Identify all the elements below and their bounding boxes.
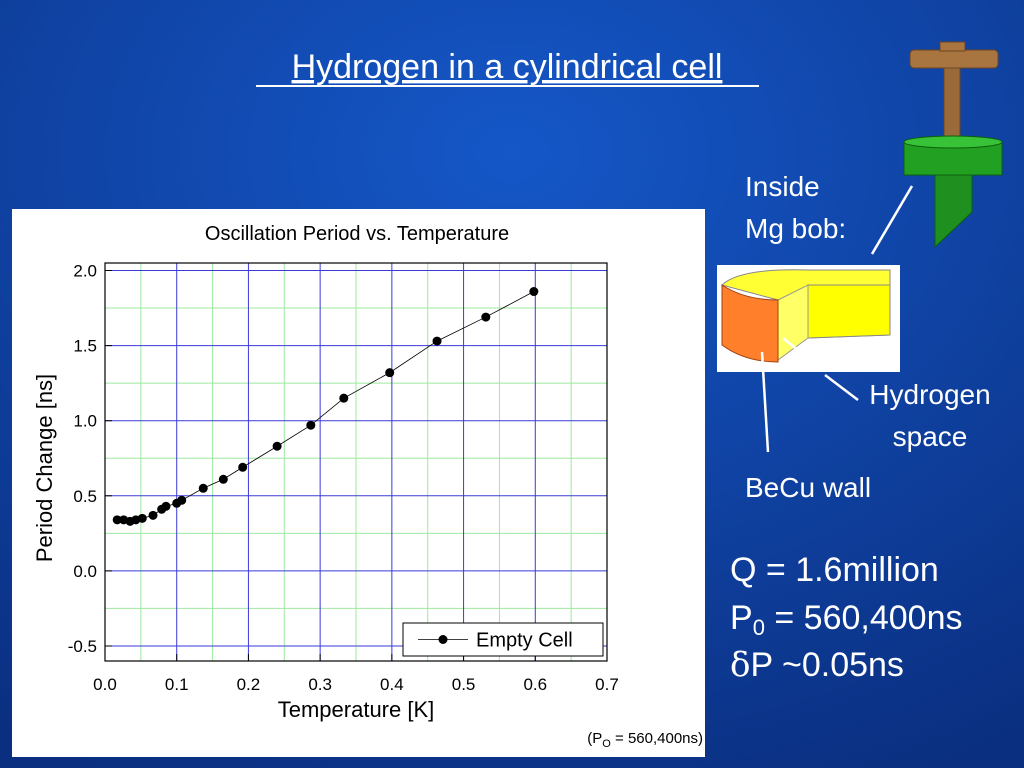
data-point bbox=[148, 510, 158, 520]
param-dp: δP ~0.05ns bbox=[730, 645, 904, 685]
y-tick-label: 1.0 bbox=[73, 412, 97, 431]
x-tick-label: 0.2 bbox=[237, 675, 261, 694]
x-tick-label: 0.6 bbox=[523, 675, 547, 694]
data-point bbox=[385, 368, 395, 378]
data-point bbox=[161, 501, 171, 511]
param-p0: P0 = 560,400ns bbox=[730, 599, 963, 640]
chart-panel bbox=[12, 209, 705, 757]
label-hydrogen: Hydrogen bbox=[869, 379, 990, 410]
chart: 0.0 0.1 0.2 0.3 0.4 0.5 0.6 0.7 -0.5 0.0 0.5 1.0 1.5… bbox=[68, 262, 619, 694]
data-point bbox=[218, 474, 228, 484]
x-tick-label: 0.5 bbox=[452, 675, 476, 694]
arrow bbox=[782, 337, 801, 353]
x-tick-label: 0.7 bbox=[595, 675, 619, 694]
arrow bbox=[760, 351, 770, 453]
y-tick-label: 0.5 bbox=[73, 487, 97, 506]
x-tick-label: 0.4 bbox=[380, 675, 404, 694]
data-point bbox=[529, 287, 539, 297]
x-axis-label: Temperature [K] bbox=[278, 697, 435, 722]
y-tick-label: 2.0 bbox=[73, 262, 97, 281]
data-point bbox=[238, 462, 248, 472]
cylinder-illustration bbox=[717, 265, 900, 372]
slide-title: Hydrogen in a cylindrical cell bbox=[292, 48, 723, 86]
data-point bbox=[432, 336, 442, 346]
data-point bbox=[112, 515, 122, 525]
x-tick-label: 0.3 bbox=[308, 675, 332, 694]
arrow bbox=[870, 185, 914, 255]
y-tick-label: -0.5 bbox=[68, 637, 97, 656]
label-hydrogen: space bbox=[893, 421, 968, 452]
label-becu: BeCu wall bbox=[745, 472, 871, 503]
arrow bbox=[824, 374, 859, 401]
plot-frame bbox=[104, 262, 608, 662]
x-tick-label: 0.0 bbox=[93, 675, 117, 694]
y-axis-label: Period Change [ns] bbox=[32, 374, 57, 562]
data-point bbox=[481, 312, 491, 322]
label-inside: Inside bbox=[745, 171, 820, 202]
data-point bbox=[306, 420, 316, 430]
data-point bbox=[198, 483, 208, 493]
data-point bbox=[339, 393, 349, 403]
param-q: Q = 1.6million bbox=[730, 551, 939, 589]
label-inside: Mg bob: bbox=[745, 213, 846, 244]
y-tick-label: 1.5 bbox=[73, 337, 97, 356]
y-tick-label: 0.0 bbox=[73, 562, 97, 581]
data-point bbox=[272, 441, 282, 451]
data-point bbox=[137, 513, 147, 523]
legend-marker bbox=[438, 635, 448, 644]
chart-note: (PO = 560,400ns) bbox=[587, 730, 703, 750]
x-tick-label: 0.1 bbox=[165, 675, 189, 694]
bob-device bbox=[903, 41, 1003, 249]
data-point bbox=[177, 495, 187, 505]
chart-title: Oscillation Period vs. Temperature bbox=[205, 223, 509, 245]
legend-label: Empty Cell bbox=[476, 630, 573, 652]
